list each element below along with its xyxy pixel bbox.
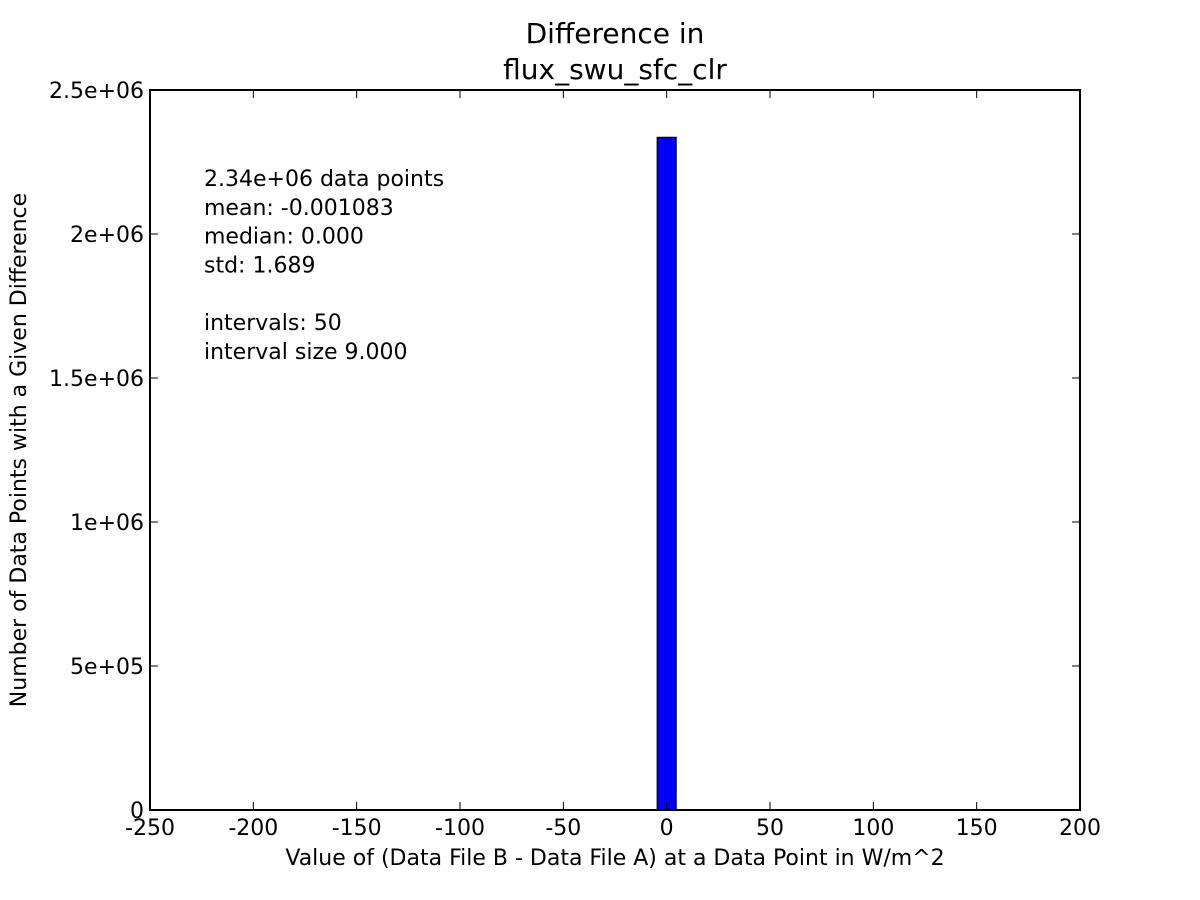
x-tick-label: 100 [852,816,894,841]
x-tick-label: -200 [228,816,278,841]
x-tick-label: -100 [435,816,485,841]
annotation-line: median: 0.000 [204,225,364,250]
x-tick-label: 200 [1059,816,1101,841]
annotation-line: intervals: 50 [204,311,342,336]
y-tick-label: 5e+05 [70,655,144,680]
x-tick-label: 50 [756,816,784,841]
ticks-layer: -250 -200 -150 -100 -50 0 50 100 150 200 0 5e+05 1e+… [49,79,1101,841]
y-axis-label: Number of Data Points with a Given Diffe… [7,193,32,707]
y-tick-label: 1.5e+06 [49,367,144,392]
bars-layer [656,136,677,811]
y-tick-label: 0 [130,799,144,824]
y-tick-label: 2.5e+06 [49,79,144,104]
x-tick-label: 0 [660,816,674,841]
x-tick-label: 150 [956,816,998,841]
y-tick-label: 2e+06 [70,223,144,248]
annotation-line: std: 1.689 [204,253,315,278]
chart-title-line-2: flux_swu_sfc_clr [503,53,727,86]
x-axis-label: Value of (Data File B - Data File A) at … [285,846,944,871]
y-tick-label: 1e+06 [70,511,144,536]
histogram-bar [656,136,677,811]
x-tick-label: -150 [332,816,382,841]
annotation-line: 2.34e+06 data points [204,167,444,192]
annotation-line: mean: -0.001083 [204,196,394,221]
plot-frame [149,89,1081,811]
x-tick-label: -50 [545,816,581,841]
annotation-line: interval size 9.000 [204,340,408,365]
x-tick-label: -250 [125,816,175,841]
stats-annotation: 2.34e+06 data points mean: -0.001083 media… [204,167,444,365]
chart-title-line-1: Difference in [526,17,705,50]
